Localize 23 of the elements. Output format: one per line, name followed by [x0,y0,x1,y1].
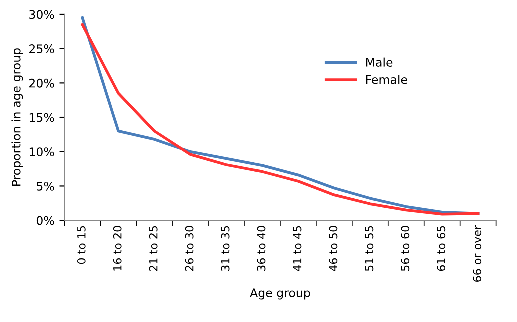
x-tick-label: 0 to 15 [77,226,86,264]
y-tick-label: 25% [30,44,54,54]
x-tick-label: 21 to 25 [149,226,158,272]
x-tick-label: 16 to 20 [113,226,122,271]
x-tick-label: 56 to 60 [401,226,410,272]
y-tick-label: 0% [36,216,54,226]
y-axis-title: Proportion in age group [12,48,24,186]
x-tick-label: 31 to 35 [221,226,230,272]
x-axis-title: Age group [250,288,310,300]
x-tick-label: 46 to 50 [329,226,338,272]
y-tick-label: 15% [30,113,54,122]
x-tick-label: 61 to 65 [437,226,446,272]
legend-label: Male [366,58,393,67]
x-tick-label: 41 to 45 [293,226,302,272]
y-tick-label: 5% [37,182,54,191]
x-tick-label: 36 to 40 [257,226,266,272]
y-tick-label: 30% [30,10,54,20]
x-tick-label: 66 or over [473,225,482,282]
x-tick-label: 51 to 55 [365,226,374,272]
y-tick-label: 10% [30,148,54,157]
y-tick-label: 20% [30,78,54,88]
x-tick-label: 26 to 30 [185,226,194,272]
legend-label: Female [366,75,408,84]
